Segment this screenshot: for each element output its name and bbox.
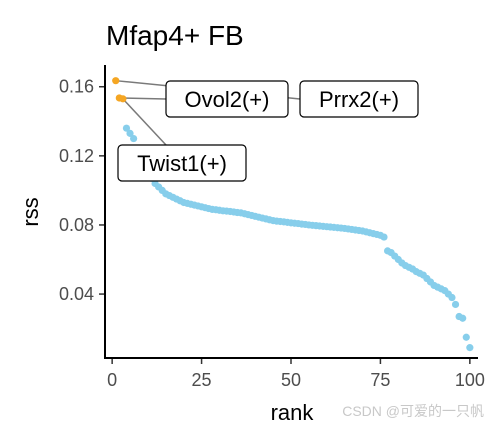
x-axis-ticks: 0 25 50 75 100 bbox=[107, 358, 485, 390]
y-tick-label: 0.12 bbox=[59, 146, 94, 166]
x-axis-title: rank bbox=[271, 400, 315, 425]
label-connector bbox=[119, 97, 167, 100]
x-tick-label: 100 bbox=[455, 370, 485, 390]
x-tick-label: 25 bbox=[192, 370, 212, 390]
point-label: Prrx2(+) bbox=[319, 87, 399, 112]
data-point bbox=[380, 233, 388, 241]
point-labels: Prrx2(+) Ovol2(+) Twist1(+) bbox=[117, 80, 419, 182]
watermark: CSDN @可爱的一只帆 bbox=[342, 403, 484, 419]
data-point bbox=[448, 293, 456, 302]
label-box bbox=[299, 80, 419, 118]
data-point bbox=[130, 134, 138, 143]
data-points bbox=[112, 77, 474, 352]
label-box bbox=[117, 144, 247, 182]
highlighted-point bbox=[119, 95, 127, 103]
y-axis-ticks: 0.04 0.08 0.12 0.16 bbox=[59, 77, 105, 304]
highlighted-point bbox=[112, 77, 120, 85]
label-connector bbox=[122, 98, 167, 146]
y-tick-label: 0.08 bbox=[59, 215, 94, 235]
x-tick-label: 75 bbox=[370, 370, 390, 390]
data-point bbox=[451, 300, 460, 309]
data-point bbox=[126, 129, 134, 137]
data-point bbox=[462, 333, 470, 341]
x-tick-label: 50 bbox=[281, 370, 301, 390]
point-label: Ovol2(+) bbox=[185, 87, 270, 112]
x-tick-label: 0 bbox=[107, 370, 117, 390]
data-point bbox=[122, 124, 131, 132]
data-point bbox=[466, 344, 474, 352]
y-tick-label: 0.04 bbox=[59, 284, 94, 304]
data-point bbox=[459, 314, 467, 322]
label-box bbox=[165, 80, 289, 118]
chart-title: Mfap4+ FB bbox=[106, 20, 244, 51]
y-tick-label: 0.16 bbox=[59, 77, 94, 97]
y-axis-title: rss bbox=[18, 197, 43, 226]
point-label: Twist1(+) bbox=[137, 151, 227, 176]
